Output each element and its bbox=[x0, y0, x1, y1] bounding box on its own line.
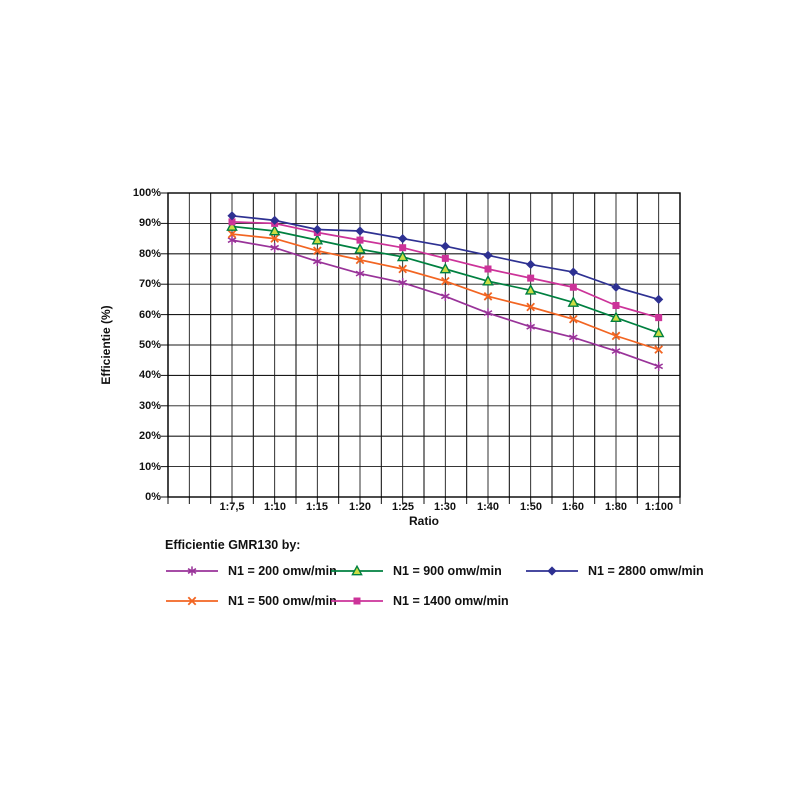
y-tick-label: 10% bbox=[138, 461, 161, 473]
legend-label: N1 = 200 omw/min bbox=[228, 564, 337, 578]
legend-item-n1-1400: N1 = 1400 omw/min bbox=[330, 592, 509, 610]
x-tick-label: 1:30 bbox=[433, 501, 457, 513]
x-tick-label: 1:40 bbox=[476, 501, 500, 513]
y-tick-label: 0% bbox=[145, 491, 161, 503]
line-diamond-marker-icon bbox=[526, 566, 578, 576]
legend-label: N1 = 1400 omw/min bbox=[393, 594, 509, 608]
x-axis-title: Ratio bbox=[409, 514, 439, 528]
legend-label: N1 = 500 omw/min bbox=[228, 594, 337, 608]
legend-item-n1-200: N1 = 200 omw/min bbox=[165, 562, 337, 580]
legend-item-n1-2800: N1 = 2800 omw/min bbox=[525, 562, 704, 580]
legend-label: N1 = 2800 omw/min bbox=[588, 564, 704, 578]
x-tick-label: 1:80 bbox=[604, 501, 628, 513]
efficiency-chart-plot bbox=[161, 192, 681, 504]
legend-item-n1-500: N1 = 500 omw/min bbox=[165, 592, 337, 610]
line-asterisk-marker-icon bbox=[166, 566, 218, 576]
x-tick-label: 1:15 bbox=[305, 501, 329, 513]
y-tick-label: 20% bbox=[138, 430, 161, 442]
y-tick-label: 50% bbox=[138, 339, 161, 351]
y-tick-label: 60% bbox=[138, 309, 161, 321]
legend-title: Efficientie GMR130 by: bbox=[165, 538, 301, 552]
y-tick-label: 30% bbox=[138, 400, 161, 412]
x-tick-label: 1:20 bbox=[348, 501, 372, 513]
y-tick-label: 80% bbox=[138, 248, 161, 260]
y-axis-title: Efficientie (%) bbox=[99, 305, 113, 385]
x-tick-label: 1:10 bbox=[263, 501, 287, 513]
line-x-marker-icon bbox=[166, 596, 218, 606]
legend-item-n1-900: N1 = 900 omw/min bbox=[330, 562, 502, 580]
x-tick-label: 1:100 bbox=[644, 501, 674, 513]
x-tick-label: 1:60 bbox=[561, 501, 585, 513]
x-tick-label: 1:7,5 bbox=[219, 501, 245, 513]
x-tick-label: 1:50 bbox=[519, 501, 543, 513]
legend-label: N1 = 900 omw/min bbox=[393, 564, 502, 578]
y-tick-label: 100% bbox=[132, 187, 161, 199]
x-tick-label: 1:25 bbox=[391, 501, 415, 513]
y-tick-label: 70% bbox=[138, 278, 161, 290]
line-square-marker-icon bbox=[331, 597, 383, 605]
line-triangle-marker-icon bbox=[331, 564, 383, 576]
y-tick-label: 40% bbox=[138, 369, 161, 381]
y-tick-label: 90% bbox=[138, 217, 161, 229]
